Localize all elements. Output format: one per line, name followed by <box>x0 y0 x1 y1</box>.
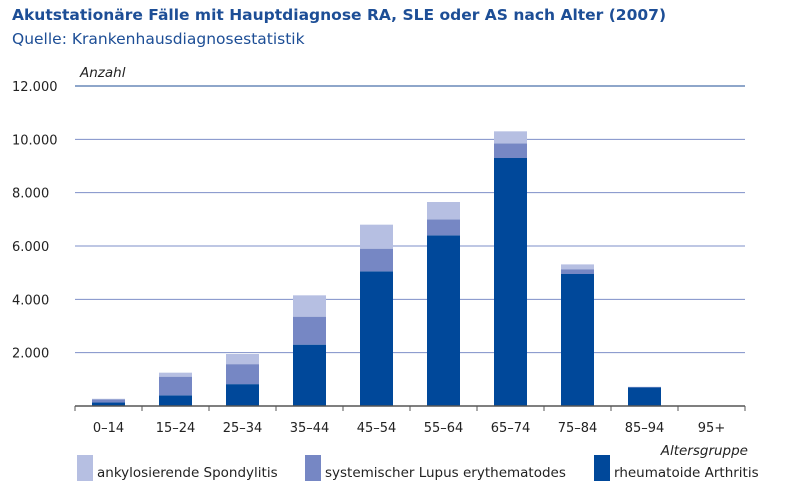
x-tick-label: 0–14 <box>93 421 124 436</box>
y-axis-label: Anzahl <box>79 65 126 81</box>
x-tick-label: 35–44 <box>290 421 330 436</box>
x-tick-label: 75–84 <box>558 421 598 436</box>
bar-segment <box>360 271 393 406</box>
x-tick-label: 85–94 <box>625 421 665 436</box>
bar-segment <box>360 224 393 249</box>
legend-swatch <box>594 455 610 481</box>
bar-segment <box>561 264 594 270</box>
bar-segment <box>427 219 460 236</box>
x-tick-label: 95+ <box>698 421 725 436</box>
bar-segment <box>561 269 594 274</box>
bar-segment <box>293 295 326 317</box>
bar-segment <box>92 402 125 406</box>
x-axis-label: Altersgruppe <box>660 443 748 459</box>
x-tick-label: 45–54 <box>357 421 397 436</box>
bar-segment <box>159 372 192 377</box>
x-tick-label: 25–34 <box>223 421 263 436</box>
x-tick-label: 15–24 <box>156 421 196 436</box>
chart-title: Akutstationäre Fälle mit Hauptdiagnose R… <box>12 6 667 24</box>
bar-segment <box>494 131 527 144</box>
bar-segment <box>92 398 125 400</box>
x-tick-label: 55–64 <box>424 421 464 436</box>
bar-segment <box>159 395 192 406</box>
y-tick-label: 2.000 <box>12 347 49 362</box>
y-tick-label: 8.000 <box>12 187 49 202</box>
bar-segment <box>561 274 594 406</box>
bar-segment <box>494 158 527 406</box>
bar-segment <box>427 235 460 406</box>
y-tick-label: 12.000 <box>12 80 58 95</box>
bar-segment <box>226 354 259 365</box>
legend-label: ankylosierende Spondylitis <box>97 465 278 481</box>
bar-segment <box>159 376 192 396</box>
y-tick-label: 10.000 <box>12 133 58 148</box>
y-tick-label: 6.000 <box>12 240 49 255</box>
bar-segment <box>427 202 460 220</box>
legend-label: systemischer Lupus erythematodes <box>325 465 566 481</box>
bar-segment <box>226 364 259 385</box>
bar-segment <box>360 248 393 272</box>
bar-segment <box>628 387 661 406</box>
legend-swatch <box>305 455 321 481</box>
bar-segment <box>293 316 326 345</box>
bar-segment <box>494 143 527 158</box>
x-tick-label: 65–74 <box>491 421 531 436</box>
bar-segment <box>226 384 259 406</box>
legend-swatch <box>77 455 93 481</box>
bar-segment <box>92 399 125 403</box>
bar-segment <box>293 344 326 406</box>
legend-label: rheumatoide Arthritis <box>614 465 759 481</box>
y-tick-label: 4.000 <box>12 293 49 308</box>
chart-subtitle: Quelle: Krankenhausdiagnosestatistik <box>12 30 305 48</box>
